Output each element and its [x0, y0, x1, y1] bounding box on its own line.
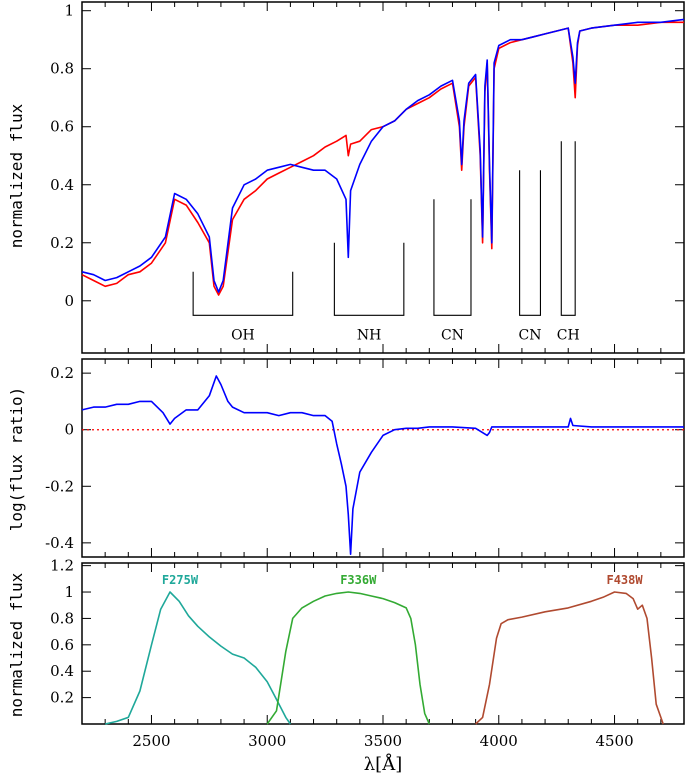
y-axis-label-bottom: normalized flux: [7, 572, 26, 717]
y-tick-label: 0.6: [50, 118, 74, 136]
x-axis-label: λ[Å]: [364, 753, 402, 775]
y-tick-label: 1: [64, 583, 74, 601]
band-label: NH: [357, 327, 381, 343]
filter-label: F438W: [606, 573, 643, 587]
band-bracket: [333, 242, 405, 316]
band-bracket: [560, 141, 576, 316]
y-axis-label-top: normalized flux: [7, 103, 26, 248]
spectrum-panel: 0 0.2 0.4 0.6 0.8 1 OH NH CN CN CH: [50, 1, 685, 354]
y-tick-label: 1: [64, 2, 74, 20]
band-label: CN: [441, 327, 464, 343]
plot-frame: [81, 1, 685, 354]
series-line-0: [81, 21, 684, 296]
y-tick-label: 0: [64, 421, 74, 439]
band-bracket: [192, 271, 294, 316]
series-line-0: [81, 375, 684, 556]
band-label: OH: [231, 327, 255, 343]
y-tick-label: 0.6: [50, 636, 74, 654]
y-tick-label: 0.4: [50, 176, 74, 194]
band-bracket: [519, 170, 541, 316]
y-tick-label: 1.2: [50, 557, 74, 575]
plot-frame: [81, 358, 685, 558]
y-tick-label: 0: [64, 292, 74, 310]
y-tick-label: 0.2: [50, 234, 74, 252]
filter-label: F336W: [340, 573, 377, 587]
y-tick-label: -0.4: [45, 534, 74, 552]
x-tick-label: 3500: [364, 732, 402, 750]
y-tick-label: 0.4: [50, 662, 74, 680]
filter-label: F275W: [162, 573, 199, 587]
y-tick-label: 0.2: [50, 689, 74, 707]
y-tick-label: 0.2: [50, 364, 74, 382]
x-tick-label: 4000: [480, 732, 518, 750]
band-label: CH: [557, 327, 580, 343]
x-tick-label: 3000: [248, 732, 286, 750]
flux-ratio-panel: 0.2 0 -0.2 -0.4: [45, 358, 685, 558]
y-tick-label: 0.8: [50, 609, 74, 627]
series-line-f275w: [105, 591, 292, 725]
x-tick-label: 2500: [132, 732, 170, 750]
band-label: CN: [519, 327, 542, 343]
plot-frame: [81, 562, 685, 725]
band-bracket: [433, 199, 472, 316]
series-line-f336w: [266, 591, 431, 725]
series-line-1: [81, 18, 685, 293]
x-tick-label: 4500: [595, 732, 633, 750]
filter-throughput-panel: 0.2 0.4 0.6 0.8 1 1.2 2500 3000 3500 4000 4500 F275…: [50, 557, 685, 750]
series-line-f438w: [475, 591, 664, 725]
y-axis-label-middle: log(flux ratio): [7, 387, 26, 532]
y-tick-label: 0.8: [50, 60, 74, 78]
y-tick-label: -0.2: [45, 477, 74, 495]
